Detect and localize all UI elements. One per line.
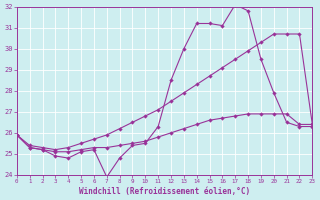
X-axis label: Windchill (Refroidissement éolien,°C): Windchill (Refroidissement éolien,°C) — [79, 187, 250, 196]
